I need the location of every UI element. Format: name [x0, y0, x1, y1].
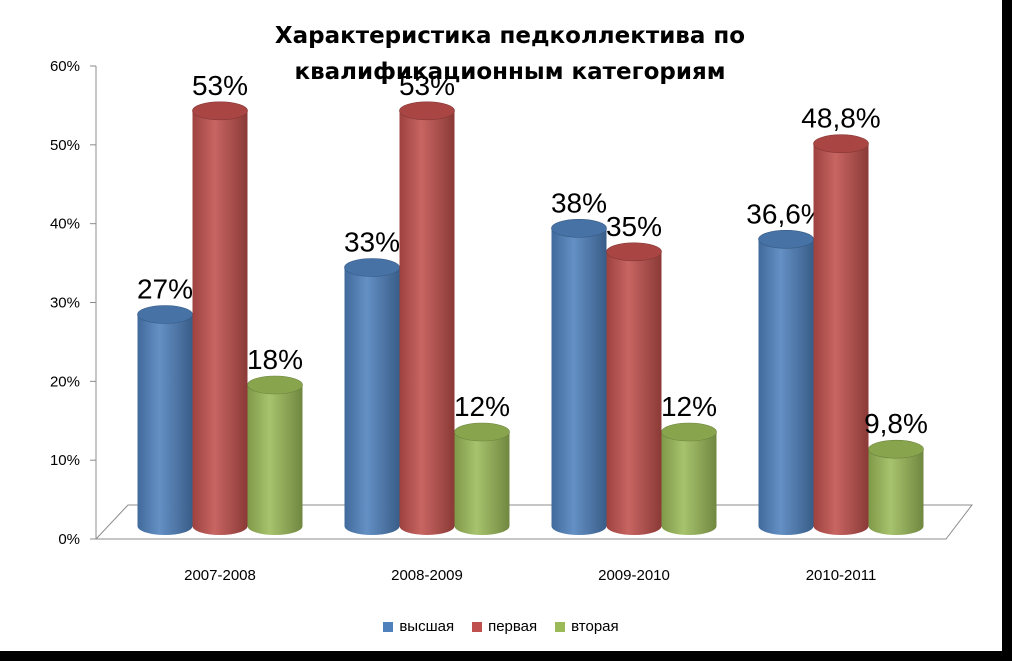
data-label: 36,6% [746, 198, 825, 229]
data-label: 33% [344, 227, 400, 258]
y-tick-label: 30% [50, 295, 80, 312]
bar-высшая-2008-2009 [344, 267, 400, 535]
x-tick-label: 2010-2011 [806, 567, 877, 584]
bar-высшая-2009-2010-top [551, 219, 607, 238]
y-tick-label: 60% [50, 58, 80, 75]
chart-frame: 0% 10% 20% 30% 40% 50% 60% 27% 53% 18% 2007-2008 33… [0, 0, 1002, 651]
legend: высшая первая вторая [0, 618, 1002, 635]
legend-label-high: высшая [399, 618, 455, 635]
bar-высшая-2010-2011 [758, 239, 814, 536]
legend-swatch-first [472, 621, 483, 632]
bar-первая-2010-2011-top [813, 134, 869, 154]
y-tick-label: 0% [58, 531, 80, 548]
x-tick-label: 2009-2010 [598, 567, 670, 584]
y-tick-label: 40% [50, 216, 80, 233]
bar-вторая-2007-2008 [247, 385, 303, 535]
chart-title: Характеристика педколлектива по квалифик… [274, 23, 746, 85]
chart-plot: 0% 10% 20% 30% 40% 50% 60% 27% 53% 18% 2007-2008 33… [50, 58, 974, 584]
chart-floor [94, 504, 974, 540]
legend-swatch-high [383, 621, 394, 632]
y-tick-label: 10% [50, 452, 80, 469]
bar-высшая-2009-2010 [551, 228, 607, 536]
bar-первая-2008-2009-top [399, 101, 455, 121]
legend-label-first: первая [488, 618, 538, 635]
bar-первая-2007-2008 [192, 110, 248, 535]
bar-вторая-2010-2011-top [868, 439, 924, 459]
legend-item-high: высшая [383, 618, 454, 635]
data-label: 12% [661, 391, 717, 422]
bar-первая-2009-2010-top [606, 242, 662, 262]
bar-вторая-2008-2009-top [454, 422, 510, 442]
legend-item-first: первая [472, 618, 537, 635]
data-label: 18% [247, 344, 303, 375]
data-label: 53% [399, 70, 455, 101]
y-tick-label: 20% [50, 373, 80, 390]
bar-высшая-2007-2008-top [137, 305, 193, 324]
data-label: 38% [551, 187, 607, 218]
data-label: 12% [454, 391, 510, 422]
data-label: 35% [606, 211, 662, 242]
bar-вторая-2008-2009 [454, 432, 510, 535]
bar-высшая-2007-2008 [137, 314, 193, 535]
data-label: 48,8% [801, 103, 880, 134]
bar-первая-2010-2011 [813, 143, 869, 535]
data-label: 9,8% [864, 408, 928, 439]
bar-вторая-2009-2010-top [661, 422, 717, 442]
bar-вторая-2007-2008-top [247, 375, 303, 395]
data-label: 27% [137, 274, 193, 305]
bar-первая-2008-2009 [399, 110, 455, 535]
bar-высшая-2010-2011-top [758, 230, 814, 249]
y-tick-label: 50% [50, 137, 80, 154]
bar-первая-2009-2010 [606, 251, 662, 536]
x-tick-label: 2008-2009 [391, 567, 463, 584]
bar-вторая-2009-2010 [661, 432, 717, 535]
bar-высшая-2008-2009-top [344, 258, 400, 277]
bar-вторая-2010-2011 [868, 449, 924, 535]
legend-swatch-second [555, 621, 566, 632]
data-label: 53% [192, 70, 248, 101]
legend-label-second: вторая [571, 618, 619, 635]
legend-item-second: вторая [555, 618, 619, 635]
bar-первая-2007-2008-top [192, 101, 248, 121]
x-tick-label: 2007-2008 [184, 567, 256, 584]
